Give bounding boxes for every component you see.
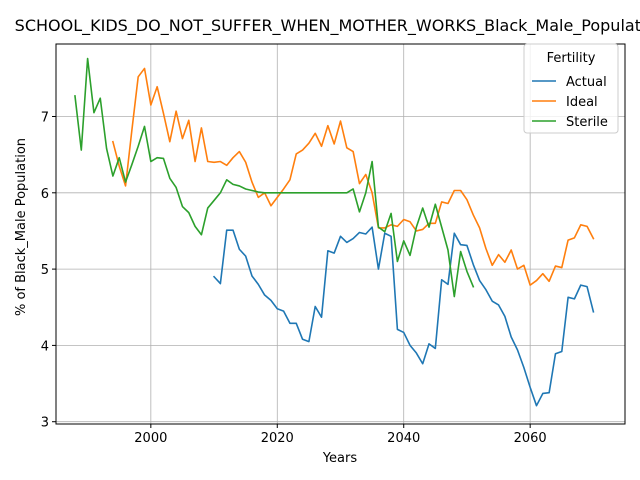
legend-box — [523, 43, 619, 134]
series-line-actual — [212, 226, 595, 407]
y-tick-label: 5 — [41, 263, 49, 278]
series-line-ideal — [111, 67, 595, 286]
legend-label-sterile: Sterile — [566, 115, 608, 130]
y-tick-label: 4 — [41, 339, 49, 354]
x-tick-label: 2020 — [261, 431, 294, 446]
y-tick-label: 7 — [41, 110, 49, 125]
plot-frame — [55, 43, 626, 425]
legend-label-actual: Actual — [566, 75, 607, 90]
legend-title: Fertility — [547, 51, 596, 66]
series-lines — [74, 57, 595, 407]
axis-ticks: 2000 2020 2040 2060 3 4 5 6 7 — [41, 110, 547, 446]
x-axis-label: Years — [322, 451, 358, 466]
y-axis-label: % of Black_Male Population — [14, 138, 29, 316]
x-tick-label: 2000 — [134, 431, 167, 446]
x-tick-label: 2040 — [387, 431, 420, 446]
y-tick-label: 3 — [41, 416, 49, 431]
x-tick-label: 2060 — [514, 431, 547, 446]
legend-label-ideal: Ideal — [566, 95, 598, 110]
y-tick-label: 6 — [41, 187, 49, 202]
legend: Fertility Actual Ideal Sterile — [523, 43, 619, 134]
chart-title: SCHOOL_KIDS_DO_NOT_SUFFER_WHEN_MOTHER_WO… — [15, 16, 640, 36]
series-line-sterile — [74, 57, 475, 298]
